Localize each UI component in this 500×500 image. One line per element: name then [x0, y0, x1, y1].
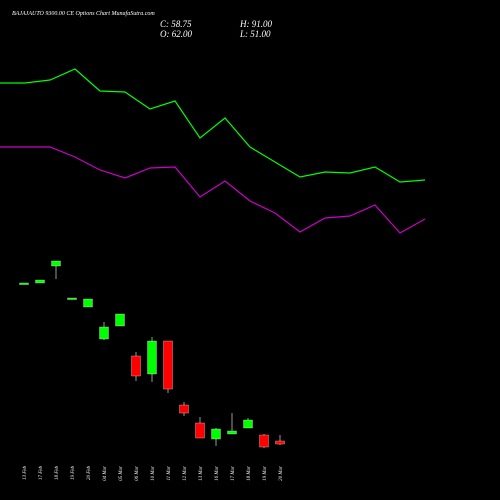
header-high: H: 91.00 — [239, 19, 272, 29]
header-open: O: 62.00 — [160, 29, 192, 39]
x-tick-label: 13 Mar — [199, 466, 204, 481]
x-tick-label: 04 Mar — [103, 466, 108, 481]
indicator-line — [0, 68, 426, 183]
x-tick-label: 10 Mar — [151, 466, 156, 481]
candle-body — [67, 297, 77, 300]
candle-body — [131, 355, 141, 377]
header-low: L: 51.00 — [239, 29, 271, 39]
x-tick-label: 05 Mar — [119, 466, 124, 481]
candle-body — [179, 404, 189, 414]
candle-body — [51, 260, 61, 267]
indicator-line — [0, 146, 426, 234]
x-tick-label: 20 Feb — [87, 466, 92, 481]
candle-body — [227, 430, 237, 435]
candle-body — [259, 434, 269, 448]
x-tick-label: 17 Feb — [39, 466, 44, 481]
x-tick-label: 18 Mar — [247, 466, 252, 481]
x-tick-label: 06 Mar — [135, 466, 140, 481]
candle-body — [83, 298, 93, 308]
chart-title: BAJAJAUTO 9300.00 CE Options Chart Munaf… — [12, 10, 155, 17]
x-tick-label: 20 Mar — [279, 466, 284, 481]
candle-body — [163, 340, 173, 390]
x-tick-label: 16 Mar — [215, 466, 220, 481]
x-tick-label: 12 Mar — [183, 466, 188, 481]
candle-body — [195, 422, 205, 439]
candle-body — [99, 326, 109, 340]
header-close: C: 58.75 — [160, 19, 192, 29]
candle-body — [147, 340, 157, 375]
candle-body — [115, 313, 125, 327]
candle-body — [35, 279, 45, 284]
candle-body — [19, 282, 29, 285]
x-tick-label: 18 Feb — [55, 466, 60, 481]
candle-body — [275, 440, 285, 445]
x-tick-label: 19 Feb — [71, 466, 76, 481]
candle-body — [211, 428, 221, 440]
candle-body — [243, 419, 253, 429]
x-tick-label: 11 Mar — [167, 466, 172, 481]
x-tick-label: 13 Feb — [23, 466, 28, 481]
x-tick-label: 17 Mar — [231, 466, 236, 481]
x-tick-label: 19 Mar — [263, 466, 268, 481]
